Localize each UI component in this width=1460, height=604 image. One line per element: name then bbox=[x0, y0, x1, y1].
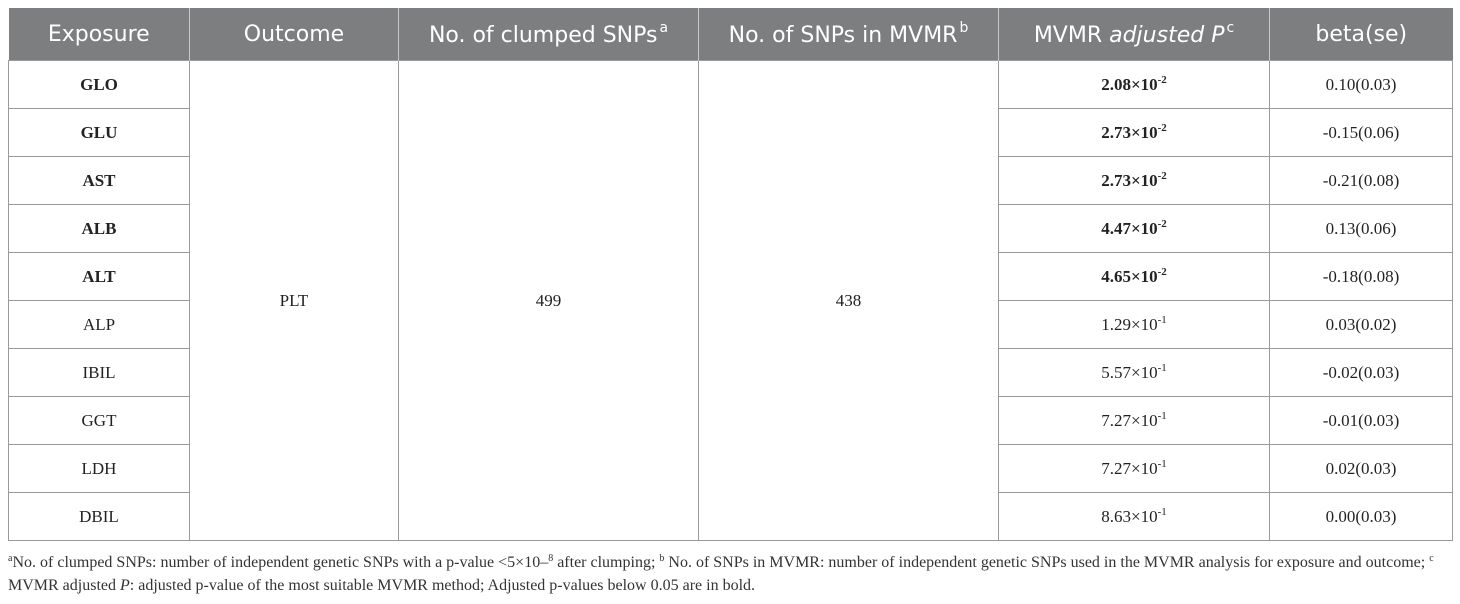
header-label: Exposure bbox=[47, 21, 150, 47]
header-outcome: Outcome bbox=[189, 8, 399, 61]
table-container: Exposure Outcome No. of clumped SNPs a No. o… bbox=[8, 8, 1453, 597]
beta-se-cell: 0.00(0.03) bbox=[1269, 492, 1453, 541]
beta-se-cell: 0.02(0.03) bbox=[1269, 444, 1453, 493]
p-value-exponent: -1 bbox=[1157, 506, 1167, 518]
exposure-cell: ALB bbox=[8, 204, 190, 253]
footnote-a-text: No. of clumped SNPs: number of independe… bbox=[12, 554, 549, 571]
beta-se-cell: -0.01(0.03) bbox=[1269, 396, 1453, 445]
beta-se-cell: -0.02(0.03) bbox=[1269, 348, 1453, 397]
header-label: beta(se) bbox=[1315, 21, 1408, 47]
p-value-exponent: -1 bbox=[1157, 314, 1167, 326]
p-value-exponent: -2 bbox=[1157, 218, 1167, 230]
adjusted-p-cell: 4.47×10-2 bbox=[998, 204, 1270, 253]
beta-se-cell: -0.18(0.08) bbox=[1269, 252, 1453, 301]
beta-se-cell: -0.15(0.06) bbox=[1269, 108, 1453, 157]
header-clumped-snps: No. of clumped SNPs a bbox=[398, 8, 699, 61]
clumped-snps-cell: 499 bbox=[398, 60, 699, 541]
footnote-mark-c: c bbox=[1429, 553, 1434, 564]
exposure-cell: DBIL bbox=[8, 492, 190, 541]
beta-se-cell: 0.03(0.02) bbox=[1269, 300, 1453, 349]
header-footnote-mark: c bbox=[1226, 20, 1235, 36]
footnote-c-italic: P bbox=[120, 577, 130, 594]
adjusted-p-cell: 1.29×10-1 bbox=[998, 300, 1270, 349]
header-label-italic: adjusted P bbox=[1109, 23, 1225, 48]
header-exposure: Exposure bbox=[8, 8, 190, 61]
footnote-c-text: MVMR adjusted bbox=[8, 577, 120, 594]
table-row: ALP 1.29×10-1 0.03(0.02) bbox=[8, 300, 1453, 349]
table-row: IBIL 5.57×10-1 -0.02(0.03) bbox=[8, 348, 1453, 397]
exposure-cell: GLO bbox=[8, 60, 190, 109]
table-row: GLO PLT 499 438 2.08×10-2 0.10(0.03) bbox=[8, 60, 1453, 541]
table-body: GLO PLT 499 438 2.08×10-2 0.10(0.03) GLU 2.73×1… bbox=[8, 60, 1453, 541]
table-footnote: aNo. of clumped SNPs: number of independ… bbox=[8, 547, 1452, 597]
footnote-a-exponent: 8 bbox=[548, 553, 554, 564]
p-value-mantissa: 4.47×10 bbox=[1101, 219, 1158, 238]
table-row: GLU 2.73×10-2 -0.15(0.06) bbox=[8, 108, 1453, 157]
header-label: MVMR bbox=[1033, 23, 1110, 48]
adjusted-p-cell: 5.57×10-1 bbox=[998, 348, 1270, 397]
footnote-c-text-end: : adjusted p-value of the most suitable … bbox=[129, 577, 756, 594]
beta-se-cell: 0.13(0.06) bbox=[1269, 204, 1453, 253]
exposure-cell: GGT bbox=[8, 396, 190, 445]
header-footnote-mark: b bbox=[959, 20, 969, 36]
adjusted-p-cell: 2.73×10-2 bbox=[998, 108, 1270, 157]
adjusted-p-cell: 4.65×10-2 bbox=[998, 252, 1270, 301]
footnote-b-text: No. of SNPs in MVMR: number of independe… bbox=[664, 554, 1430, 571]
results-table: Exposure Outcome No. of clumped SNPs a No. o… bbox=[8, 8, 1453, 541]
p-value-mantissa: 7.27×10 bbox=[1101, 459, 1158, 478]
adjusted-p-cell: 2.73×10-2 bbox=[998, 156, 1270, 205]
adjusted-p-cell: 2.08×10-2 bbox=[998, 60, 1270, 109]
footnote-mark-b: b bbox=[659, 553, 665, 564]
p-value-exponent: -2 bbox=[1157, 170, 1167, 182]
header-row: Exposure Outcome No. of clumped SNPs a No. o… bbox=[8, 8, 1453, 61]
header-label: No. of SNPs in MVMR bbox=[728, 23, 958, 48]
p-value-mantissa: 1.29×10 bbox=[1101, 315, 1158, 334]
exposure-cell: GLU bbox=[8, 108, 190, 157]
p-value-exponent: -1 bbox=[1157, 362, 1167, 374]
table-row: LDH 7.27×10-1 0.02(0.03) bbox=[8, 444, 1453, 493]
header-beta-se: beta(se) bbox=[1269, 8, 1453, 61]
table-row: DBIL 8.63×10-1 0.00(0.03) bbox=[8, 492, 1453, 541]
p-value-exponent: -2 bbox=[1157, 122, 1167, 134]
outcome-cell: PLT bbox=[189, 60, 399, 541]
exposure-cell: IBIL bbox=[8, 348, 190, 397]
p-value-mantissa: 2.73×10 bbox=[1101, 123, 1158, 142]
header-label: No. of clumped SNPs bbox=[428, 23, 658, 48]
footnote-mark-a: a bbox=[8, 553, 13, 564]
adjusted-p-cell: 8.63×10-1 bbox=[998, 492, 1270, 541]
p-value-mantissa: 7.27×10 bbox=[1101, 411, 1158, 430]
beta-se-cell: -0.21(0.08) bbox=[1269, 156, 1453, 205]
header-label: Outcome bbox=[243, 21, 345, 47]
footnote-a-after: after clumping; bbox=[553, 554, 660, 571]
p-value-mantissa: 8.63×10 bbox=[1101, 507, 1158, 526]
p-value-exponent: -1 bbox=[1157, 458, 1167, 470]
exposure-cell: ALT bbox=[8, 252, 190, 301]
p-value-exponent: -1 bbox=[1157, 410, 1167, 422]
table-row: ALT 4.65×10-2 -0.18(0.08) bbox=[8, 252, 1453, 301]
exposure-cell: LDH bbox=[8, 444, 190, 493]
snps-in-mvmr-cell: 438 bbox=[698, 60, 999, 541]
adjusted-p-cell: 7.27×10-1 bbox=[998, 396, 1270, 445]
beta-se-cell: 0.10(0.03) bbox=[1269, 60, 1453, 109]
p-value-exponent: -2 bbox=[1157, 74, 1167, 86]
table-row: ALB 4.47×10-2 0.13(0.06) bbox=[8, 204, 1453, 253]
table-header: Exposure Outcome No. of clumped SNPs a No. o… bbox=[8, 8, 1453, 61]
exposure-cell: AST bbox=[8, 156, 190, 205]
p-value-mantissa: 2.73×10 bbox=[1101, 171, 1158, 190]
header-snps-in-mvmr: No. of SNPs in MVMR b bbox=[698, 8, 999, 61]
adjusted-p-cell: 7.27×10-1 bbox=[998, 444, 1270, 493]
exposure-cell: ALP bbox=[8, 300, 190, 349]
p-value-mantissa: 4.65×10 bbox=[1101, 267, 1158, 286]
p-value-mantissa: 5.57×10 bbox=[1101, 363, 1158, 382]
p-value-exponent: -2 bbox=[1157, 266, 1167, 278]
header-footnote-mark: a bbox=[659, 20, 669, 36]
p-value-mantissa: 2.08×10 bbox=[1101, 75, 1158, 94]
table-row: AST 2.73×10-2 -0.21(0.08) bbox=[8, 156, 1453, 205]
